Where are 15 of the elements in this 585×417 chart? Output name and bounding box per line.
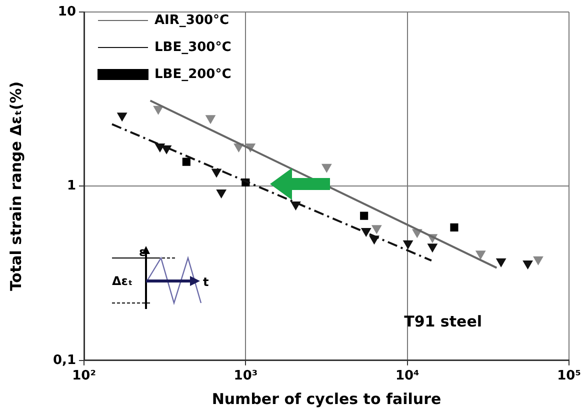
y-tick-label: 0,1 (52, 352, 76, 368)
legend-label: AIR_300°C (154, 12, 230, 28)
x-tick-label: 10³ (234, 368, 258, 384)
y-axis-title: Total strain range Δεₜ(%) (6, 81, 25, 292)
x-axis-title: Number of cycles to failure (212, 390, 442, 408)
x-tick-label: 10⁴ (395, 368, 420, 384)
x-tick-label: 10² (72, 368, 96, 384)
x-tick-label: 10⁵ (557, 368, 581, 384)
annotation: Δεₜ (112, 274, 133, 288)
y-tick-label: 10 (58, 4, 76, 20)
annotation: t (203, 275, 209, 289)
y-tick-label: 1 (66, 178, 76, 194)
legend-label: LBE_300°C (154, 40, 232, 55)
legend-label: LBE_200°C (154, 66, 232, 82)
annotation: T91 steel (404, 312, 482, 330)
